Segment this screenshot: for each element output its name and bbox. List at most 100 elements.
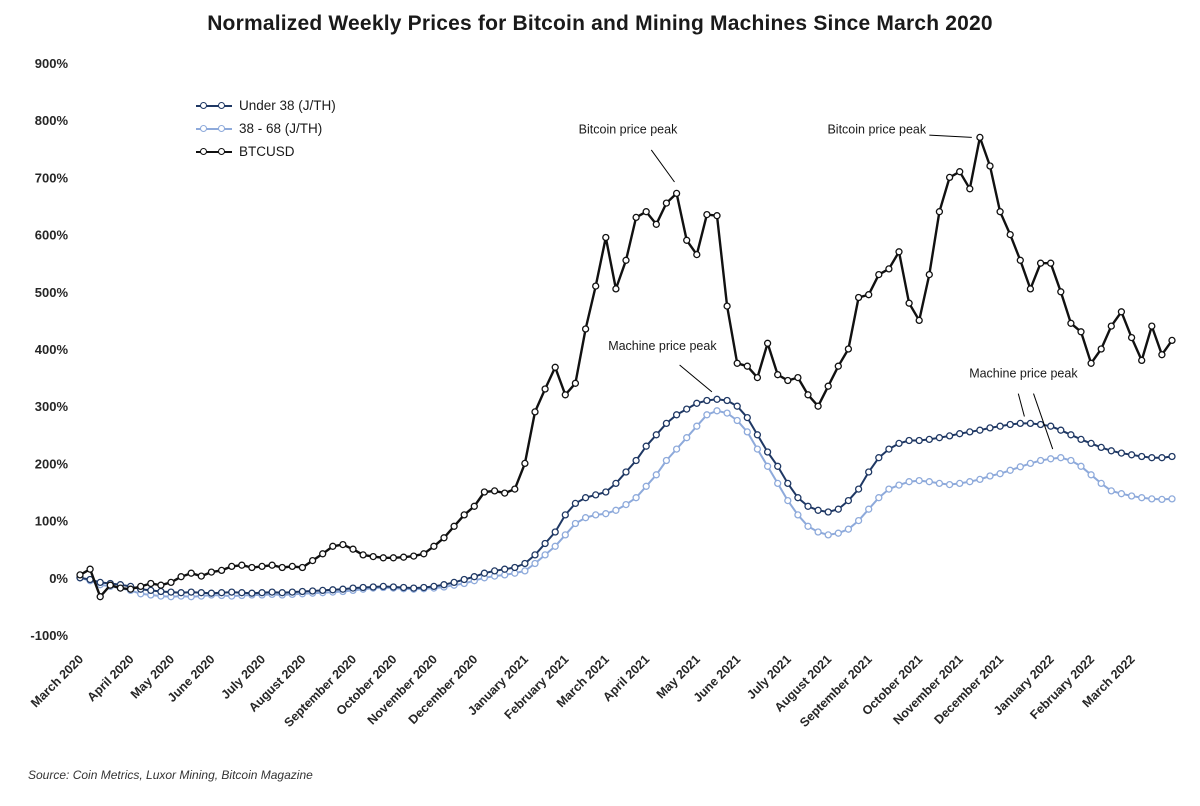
- series-marker-under-38-j-th: [480, 569, 489, 577]
- series-marker-under-38-j-th: [1036, 420, 1045, 429]
- series-marker-38-68-j-th: [1127, 492, 1136, 500]
- series-marker-under-38-j-th: [1148, 454, 1156, 462]
- series-marker-under-38-j-th: [531, 551, 539, 559]
- series-marker-under-38-j-th: [602, 488, 610, 496]
- series-marker-btcusd: [248, 563, 256, 572]
- series-marker-under-38-j-th: [986, 424, 994, 432]
- series-marker-btcusd: [399, 553, 408, 561]
- series-marker-btcusd: [571, 379, 580, 387]
- series-marker-38-68-j-th: [956, 479, 964, 488]
- series-marker-under-38-j-th: [723, 396, 731, 405]
- series-marker-under-38-j-th: [976, 426, 984, 434]
- series-marker-btcusd: [76, 571, 84, 579]
- series-marker-under-38-j-th: [814, 506, 822, 514]
- series-marker-btcusd: [329, 542, 337, 550]
- series-marker-btcusd: [703, 210, 711, 219]
- series-marker-under-38-j-th: [319, 586, 327, 595]
- legend-line-marker-icon: [196, 101, 232, 110]
- series-marker-38-68-j-th: [844, 525, 853, 533]
- series-marker-under-38-j-th: [1006, 420, 1014, 429]
- series-marker-under-38-j-th: [339, 585, 347, 593]
- series-marker-under-38-j-th: [430, 582, 438, 591]
- chart-legend: Under 38 (J/TH) 38 - 68 (J/TH) BTCUSD: [196, 98, 336, 159]
- series-marker-38-68-j-th: [935, 479, 944, 488]
- series-marker-38-68-j-th: [1006, 466, 1014, 474]
- series-marker-38-68-j-th: [834, 529, 842, 537]
- series-marker-38-68-j-th: [854, 516, 863, 525]
- series-marker-btcusd: [470, 502, 478, 510]
- legend-item-btcusd: BTCUSD: [196, 144, 336, 159]
- annotation-label: Bitcoin price peak: [579, 122, 678, 136]
- series-marker-38-68-j-th: [733, 416, 741, 425]
- series-marker-38-68-j-th: [774, 479, 782, 488]
- x-axis-tick-label: April 2020: [85, 652, 137, 704]
- series-marker-38-68-j-th: [966, 478, 974, 486]
- series-marker-btcusd: [885, 265, 893, 273]
- series-marker-btcusd: [1117, 308, 1126, 316]
- series-marker-under-38-j-th: [197, 589, 205, 597]
- series-marker-btcusd: [298, 563, 307, 572]
- series-marker-btcusd: [197, 572, 205, 580]
- series-marker-under-38-j-th: [662, 419, 671, 428]
- series-marker-btcusd: [743, 362, 751, 370]
- chart-title: Normalized Weekly Prices for Bitcoin and…: [207, 12, 993, 35]
- series-marker-38-68-j-th: [581, 514, 590, 522]
- series-marker-btcusd: [693, 250, 701, 259]
- series-marker-under-38-j-th: [349, 584, 357, 592]
- series-marker-btcusd: [865, 291, 873, 299]
- legend-item-38-68-j-th: 38 - 68 (J/TH): [196, 121, 336, 136]
- series-marker-btcusd: [844, 345, 853, 353]
- series-marker-under-38-j-th: [410, 584, 418, 592]
- series-marker-under-38-j-th: [895, 439, 903, 448]
- series-marker-btcusd: [440, 534, 448, 542]
- y-axis-tick-label: 200%: [35, 456, 69, 471]
- legend-label: Under 38 (J/TH): [239, 98, 336, 113]
- series-marker-btcusd: [490, 487, 499, 495]
- series-marker-under-38-j-th: [774, 462, 782, 470]
- annotation-arrow: [650, 149, 675, 183]
- series-marker-btcusd: [612, 285, 620, 293]
- series-marker-btcusd: [339, 540, 347, 549]
- series-marker-btcusd: [956, 168, 964, 176]
- series-marker-under-38-j-th: [177, 589, 185, 597]
- legend-label: 38 - 68 (J/TH): [239, 121, 323, 136]
- series-marker-btcusd: [935, 208, 944, 216]
- series-marker-38-68-j-th: [1158, 495, 1166, 504]
- series-marker-under-38-j-th: [642, 442, 650, 450]
- series-marker-btcusd: [774, 371, 782, 379]
- series-marker-38-68-j-th: [895, 481, 903, 489]
- series-marker-under-38-j-th: [652, 431, 660, 439]
- series-marker-38-68-j-th: [1138, 494, 1146, 502]
- legend-marker-dot: [218, 124, 225, 132]
- series-marker-under-38-j-th: [460, 575, 468, 584]
- series-marker-38-68-j-th: [521, 567, 529, 575]
- series-marker-under-38-j-th: [1067, 431, 1075, 439]
- series-marker-under-38-j-th: [147, 586, 155, 595]
- series-marker-38-68-j-th: [713, 407, 721, 415]
- series-marker-under-38-j-th: [308, 587, 317, 595]
- series-marker-btcusd: [96, 593, 104, 601]
- y-axis-tick-label: 800%: [35, 113, 69, 128]
- series-marker-under-38-j-th: [1158, 454, 1166, 462]
- series-marker-38-68-j-th: [875, 494, 883, 502]
- series-marker-btcusd: [410, 552, 418, 560]
- annotation-label: Bitcoin price peak: [827, 122, 926, 136]
- series-marker-under-38-j-th: [248, 589, 256, 597]
- series-marker-38-68-j-th: [763, 462, 772, 470]
- series-marker-under-38-j-th: [501, 565, 509, 573]
- series-marker-btcusd: [1057, 288, 1065, 296]
- series-marker-under-38-j-th: [763, 448, 772, 456]
- series-marker-under-38-j-th: [258, 589, 266, 597]
- series-marker-under-38-j-th: [844, 496, 853, 505]
- series-marker-under-38-j-th: [885, 445, 893, 453]
- series-marker-38-68-j-th: [602, 510, 610, 518]
- y-axis-tick-label: 300%: [35, 399, 69, 414]
- series-marker-38-68-j-th: [1148, 495, 1156, 503]
- series-marker-38-68-j-th: [1168, 495, 1176, 503]
- series-marker-btcusd: [672, 189, 681, 198]
- series-marker-38-68-j-th: [683, 434, 691, 442]
- series-marker-btcusd: [602, 233, 610, 242]
- series-marker-under-38-j-th: [1138, 452, 1146, 461]
- series-marker-btcusd: [288, 562, 296, 571]
- series-marker-btcusd: [1087, 359, 1095, 367]
